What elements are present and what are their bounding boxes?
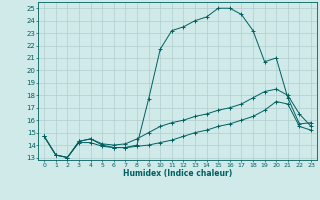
X-axis label: Humidex (Indice chaleur): Humidex (Indice chaleur): [123, 169, 232, 178]
